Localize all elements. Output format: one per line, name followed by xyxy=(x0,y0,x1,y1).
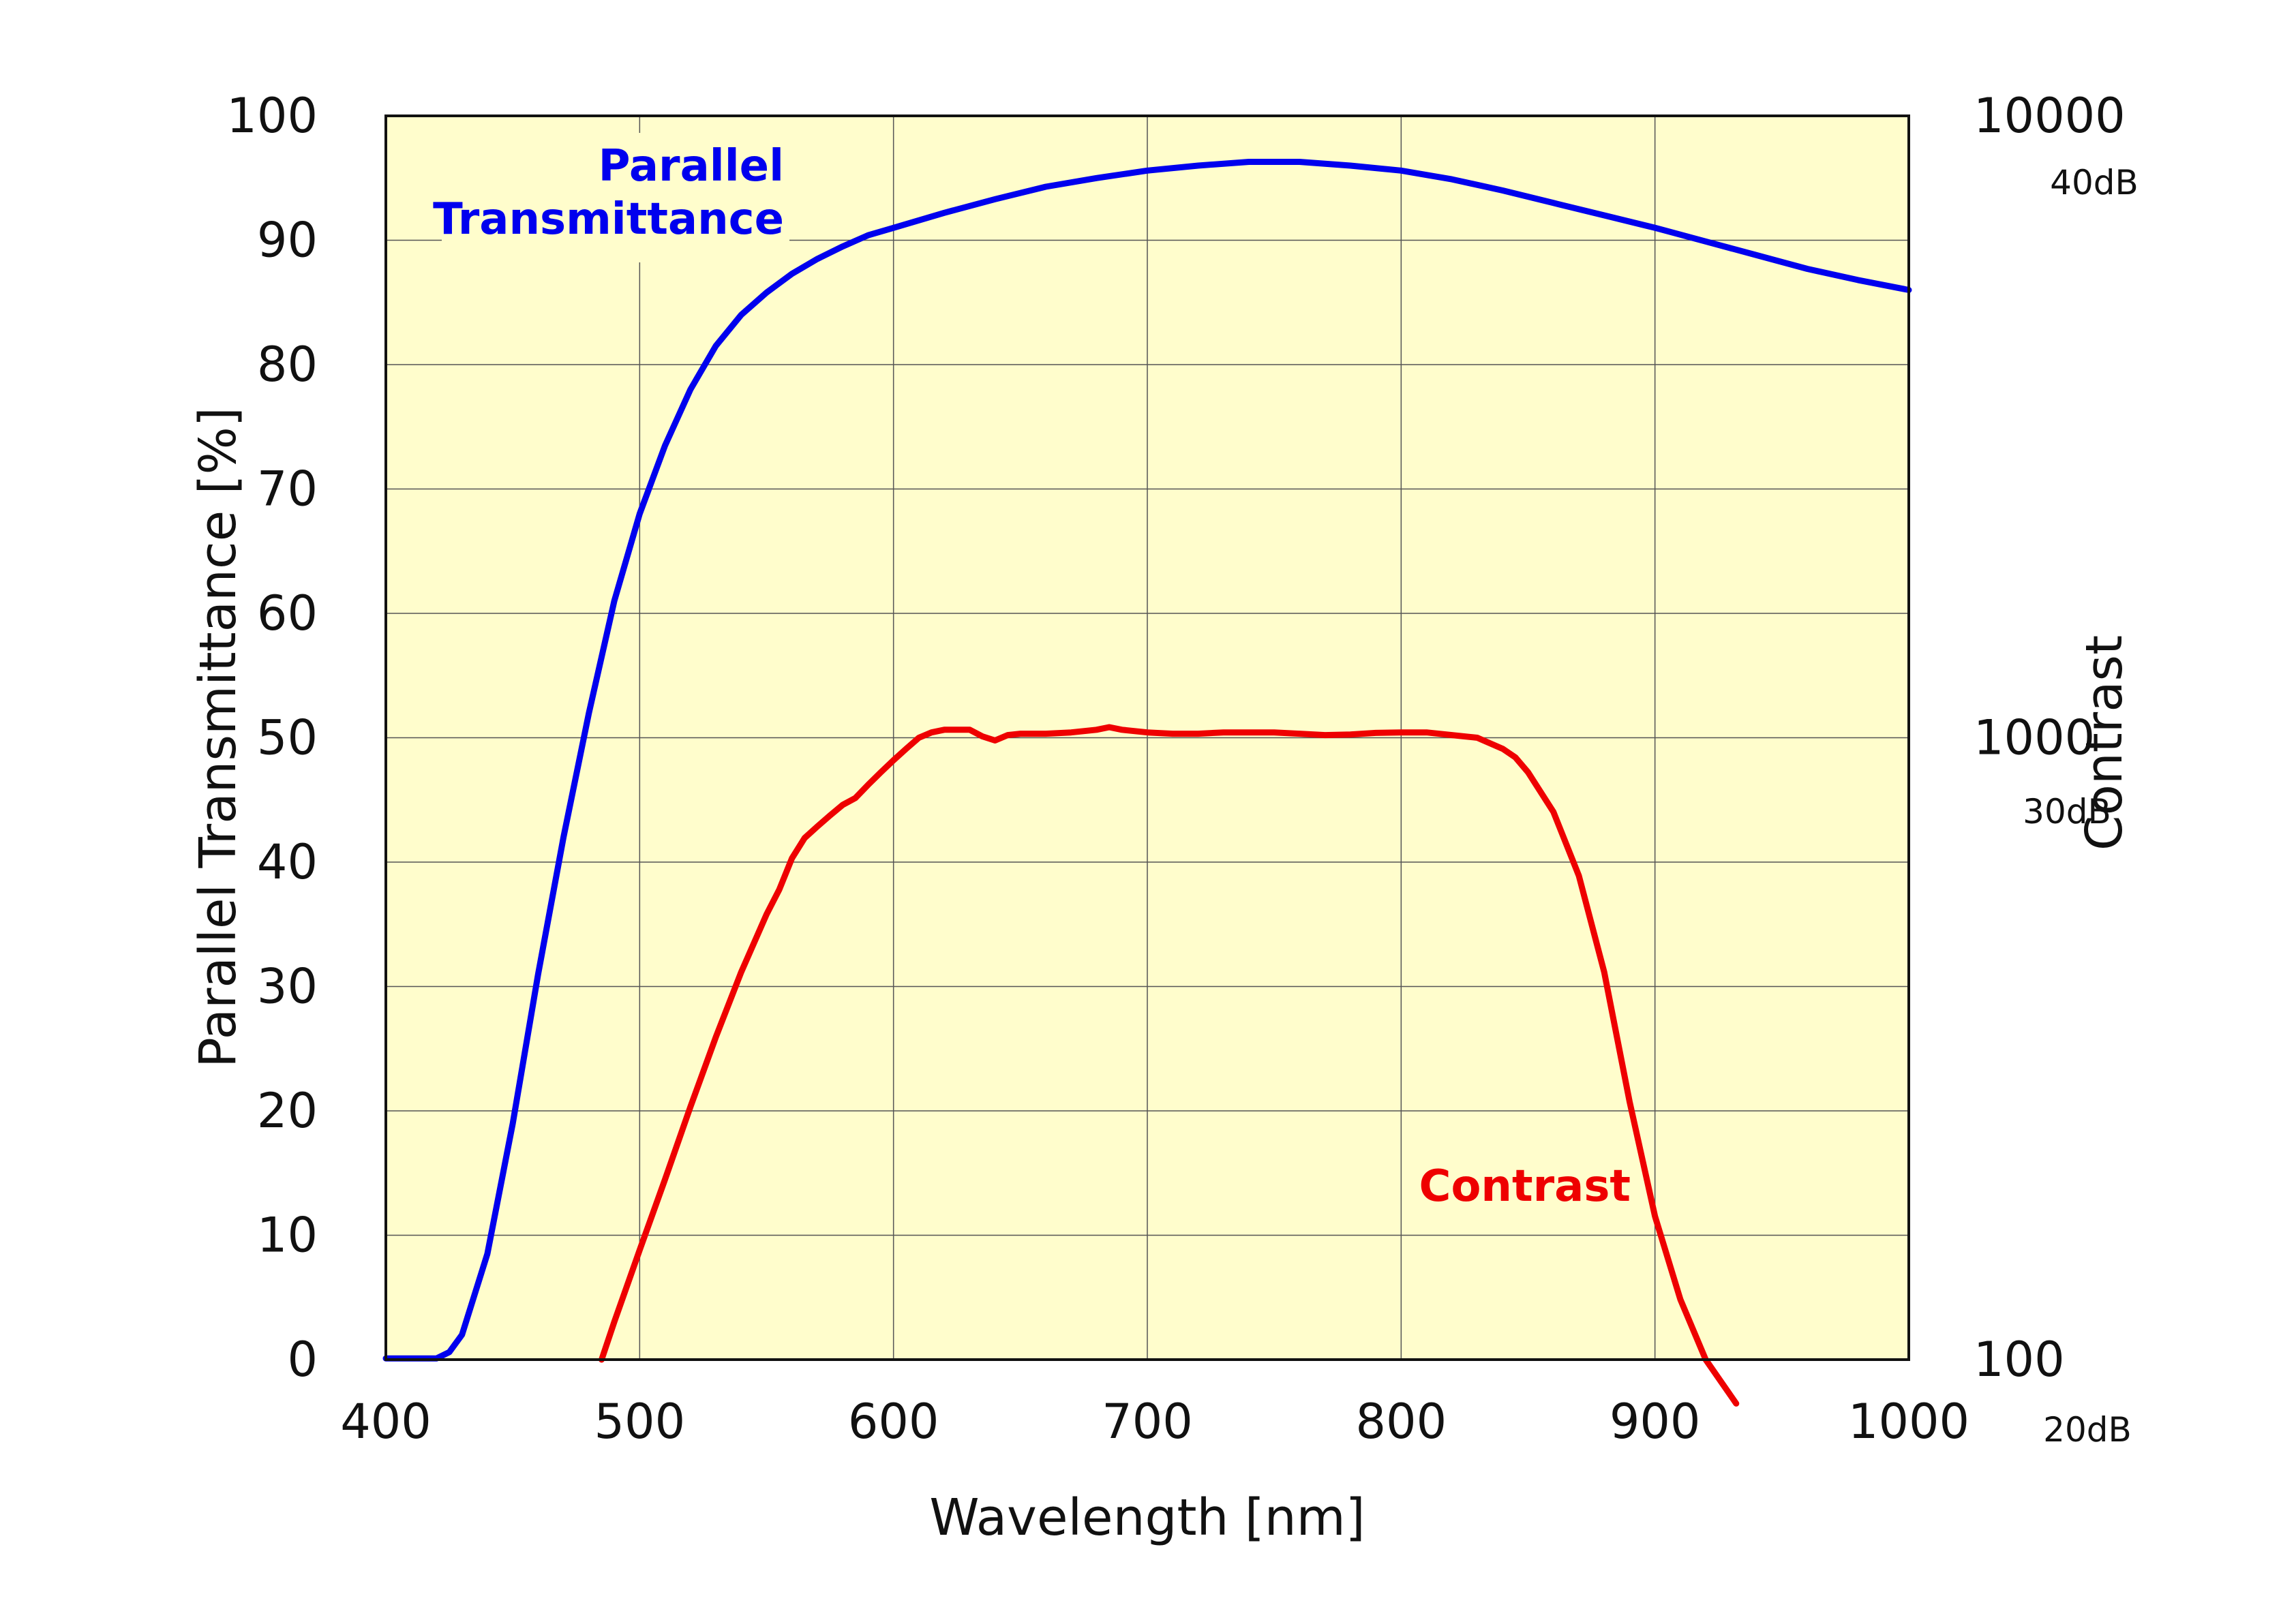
y2-db-label: 30dB xyxy=(2023,792,2111,831)
y-tick-label: 30 xyxy=(257,959,318,1015)
y-tick-label: 60 xyxy=(257,585,318,641)
y2-tick-label: 10000 xyxy=(1974,88,2126,144)
y-tick-label: 0 xyxy=(287,1332,318,1388)
x-tick-label: 500 xyxy=(594,1394,686,1450)
y-tick-label: 100 xyxy=(226,88,318,144)
series-label-transmittance: Parallel xyxy=(599,141,784,192)
y2-tick-label: 100 xyxy=(1974,1332,2065,1388)
y2-db-label: 40dB xyxy=(2050,163,2139,202)
y-tick-label: 10 xyxy=(257,1208,318,1264)
x-tick-label: 600 xyxy=(848,1394,939,1450)
x-tick-label: 700 xyxy=(1102,1394,1193,1450)
series-label-contrast: Contrast xyxy=(1419,1161,1631,1212)
label-backdrop xyxy=(1404,1152,1636,1220)
parallel-transmittance-line xyxy=(382,159,1912,1362)
tick-labels: 400 500 600 700 800 900 1000010203040506070809… xyxy=(226,88,2138,1450)
y-tick-label: 90 xyxy=(257,213,318,269)
x-tick-label: 900 xyxy=(1610,1394,1701,1450)
y2-tick-label: 1000 xyxy=(1974,710,2095,766)
y-tick-label: 80 xyxy=(257,337,318,393)
contrast-line xyxy=(599,724,1740,1407)
y2-db-label: 20dB xyxy=(2043,1410,2132,1450)
y-tick-label: 20 xyxy=(257,1083,318,1139)
label-backdrop xyxy=(442,133,789,262)
grid-lines xyxy=(386,116,1909,1360)
y2-axis-title: Contrast xyxy=(2075,635,2134,851)
plot-frame xyxy=(384,114,1910,1361)
y-tick-label: 70 xyxy=(257,461,318,517)
y-tick-label: 50 xyxy=(257,710,318,766)
series-label-transmittance: Transmittance xyxy=(433,194,784,245)
y-tick-label: 40 xyxy=(257,834,318,890)
y-axis-title: Parallel Transmittance [%] xyxy=(189,407,247,1067)
x-tick-label: 1000 xyxy=(1848,1394,1969,1450)
series-layer xyxy=(382,159,1912,1407)
x-axis-title: Wavelength [nm] xyxy=(929,1488,1365,1547)
x-tick-label: 400 xyxy=(340,1394,432,1450)
x-tick-label: 800 xyxy=(1356,1394,1447,1450)
